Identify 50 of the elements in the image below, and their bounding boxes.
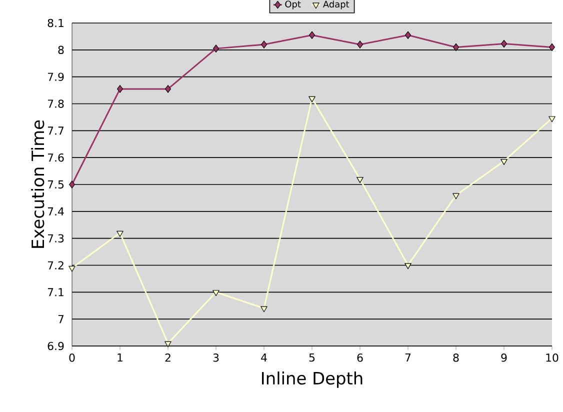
x-tick-label: 8 xyxy=(453,354,459,362)
x-tick-label: 9 xyxy=(501,354,507,362)
y-tick-label: 7.4 xyxy=(48,207,64,216)
point xyxy=(404,263,412,270)
y-tick-label: 7.2 xyxy=(48,261,64,270)
point xyxy=(213,44,219,52)
x-tick-label: 1 xyxy=(118,354,122,362)
point xyxy=(165,85,171,93)
y-tick-label: 7.8 xyxy=(48,100,64,108)
x-tick-label: 7 xyxy=(405,354,411,362)
y-axis-title: Execution Time xyxy=(31,120,44,248)
x-tick-label: 10 xyxy=(546,354,558,362)
x-tick-label: 6 xyxy=(357,354,363,362)
point xyxy=(117,85,123,93)
y-tick-label: 8.1 xyxy=(48,18,64,28)
y-tick-label: 7.7 xyxy=(48,126,64,135)
y-tick-label: 8 xyxy=(58,46,64,54)
x-tick-label: 3 xyxy=(213,354,219,362)
point xyxy=(69,180,75,188)
y-tick-label: 6.9 xyxy=(48,342,64,350)
point xyxy=(261,40,267,48)
point xyxy=(500,158,508,165)
point xyxy=(212,290,220,296)
x-tick-label: 5 xyxy=(309,354,315,362)
point xyxy=(548,116,556,122)
point xyxy=(357,40,363,48)
x-tick-label: 4 xyxy=(261,354,267,362)
point xyxy=(452,193,460,200)
y-tick-label: 7 xyxy=(58,315,64,324)
x-tick-label: 0 xyxy=(69,354,75,362)
y-tick-label: 7.5 xyxy=(48,180,64,189)
point xyxy=(405,31,411,39)
point xyxy=(549,43,555,52)
point xyxy=(164,341,172,348)
point xyxy=(356,177,364,184)
point xyxy=(68,266,76,272)
point xyxy=(116,230,124,237)
y-tick-label: 7.6 xyxy=(48,153,64,162)
x-axis-title: Inline Depth xyxy=(262,372,362,388)
x-tick-label: 2 xyxy=(165,354,170,362)
point xyxy=(453,43,459,52)
y-tick-label: 7.9 xyxy=(48,72,64,81)
point xyxy=(260,306,268,312)
point xyxy=(309,31,315,39)
legend-label: Adapt xyxy=(323,0,350,10)
y-tick-label: 7.3 xyxy=(48,234,64,242)
point xyxy=(501,40,507,48)
y-tick-label: 7.1 xyxy=(48,288,64,296)
point xyxy=(308,96,316,102)
legend-label: Opt xyxy=(285,0,301,10)
